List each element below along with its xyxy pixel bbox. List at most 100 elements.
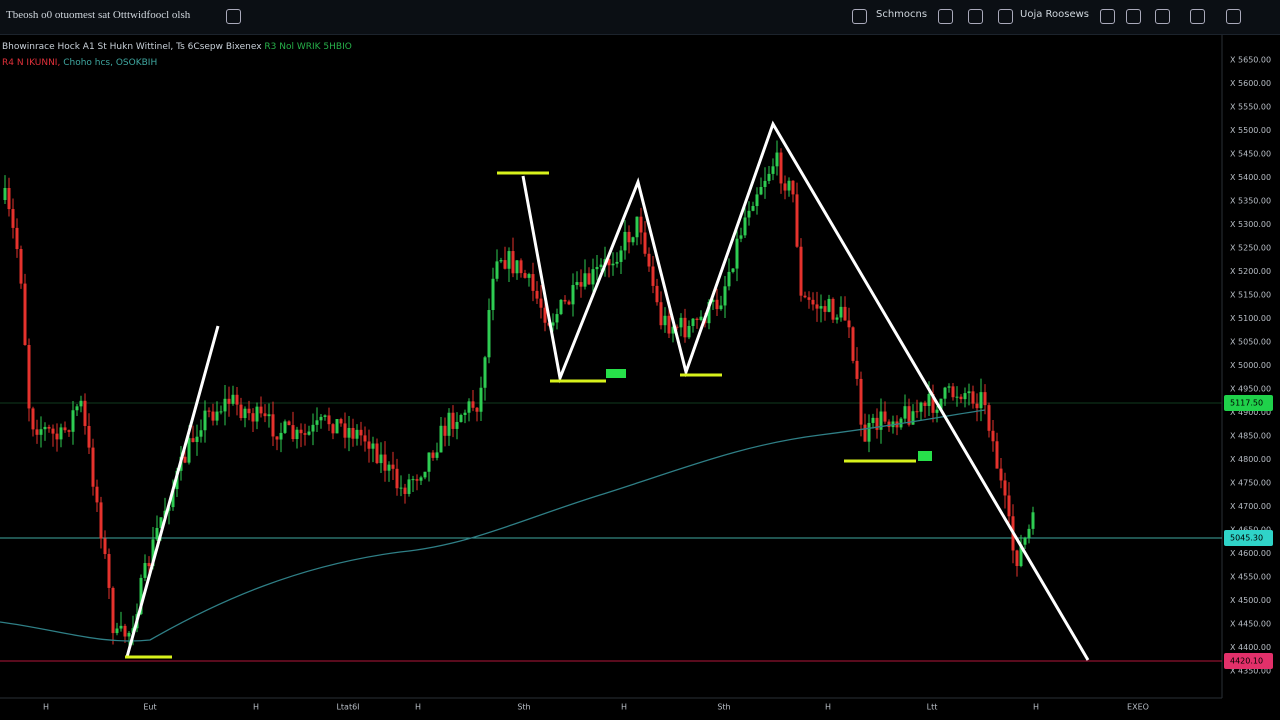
candle-body — [707, 301, 711, 324]
icon-button[interactable] — [1126, 9, 1141, 24]
candle-body — [691, 318, 695, 327]
candle-body — [279, 432, 283, 440]
candle-body — [451, 412, 455, 429]
candle-body — [299, 429, 303, 434]
candle-body — [479, 387, 483, 412]
candle-body — [19, 249, 23, 284]
price-label: X 4950.00 — [1230, 385, 1271, 394]
candle-body — [363, 435, 367, 442]
plot-area — [0, 35, 1222, 698]
icon-button[interactable] — [998, 9, 1013, 24]
candle-body — [95, 486, 99, 503]
candle-body — [87, 425, 91, 448]
candle-body — [111, 587, 115, 634]
candle-body — [27, 344, 31, 409]
candle-body — [995, 441, 999, 469]
icon-button[interactable] — [1155, 9, 1170, 24]
candle-body — [515, 260, 519, 274]
candle-body — [471, 401, 475, 408]
candle-body — [563, 299, 567, 302]
toolbar: Tbeosh o0 otuomest sat Otttwidfoocl olsh… — [0, 0, 1280, 35]
candle-body — [743, 217, 747, 236]
candle-body — [543, 307, 547, 323]
candle-body — [239, 404, 243, 419]
legend-row: Bhowinrace Hock A1 St Hukn Wittinel, Ts … — [2, 39, 352, 55]
candle-body — [807, 297, 811, 300]
candle-body — [671, 326, 675, 334]
candle-body — [823, 306, 827, 312]
candle-body — [883, 411, 887, 422]
price-label: X 4900.00 — [1230, 408, 1271, 417]
time-label: Ltat6I — [336, 703, 359, 712]
candle-body — [1007, 495, 1011, 517]
icon-button[interactable] — [968, 9, 983, 24]
candle-body — [775, 152, 779, 167]
candle-body — [651, 266, 655, 286]
candle-body — [555, 314, 559, 323]
candle-body — [783, 183, 787, 191]
candle-body — [811, 299, 815, 305]
candle-body — [1027, 528, 1031, 538]
price-label: X 5000.00 — [1230, 361, 1271, 370]
time-label: Eut — [143, 703, 156, 712]
candle-body — [443, 425, 447, 436]
candle-body — [611, 263, 615, 266]
candle-body — [91, 447, 95, 487]
candle-body — [247, 408, 251, 414]
candle-body — [867, 422, 871, 442]
candle-body — [755, 194, 759, 207]
candle-body — [835, 317, 839, 320]
candle-body — [643, 232, 647, 254]
candle-body — [7, 188, 11, 210]
candle-body — [191, 438, 195, 443]
candle-body — [679, 317, 683, 328]
candle-body — [463, 412, 467, 416]
candle-body — [795, 194, 799, 247]
candle-body — [923, 402, 927, 406]
icon-button[interactable] — [226, 9, 241, 24]
candle-body — [799, 246, 803, 296]
candle-body — [787, 180, 791, 191]
candle-body — [963, 393, 967, 400]
icon-button[interactable] — [1226, 9, 1241, 24]
candle-body — [971, 391, 975, 404]
candle-body — [31, 408, 35, 430]
candle-body — [123, 625, 127, 637]
icon-button[interactable] — [1190, 9, 1205, 24]
candle-body — [407, 479, 411, 494]
candle-body — [571, 285, 575, 305]
candle-body — [283, 421, 287, 433]
candle-body — [623, 231, 627, 251]
candle-body — [339, 419, 343, 424]
price-label: X 4400.00 — [1230, 643, 1271, 652]
price-tag-label: 5117.50 — [1230, 399, 1263, 408]
candle-body — [367, 441, 371, 449]
candle-body — [627, 231, 631, 243]
candle-body — [271, 414, 275, 437]
price-label: X 5300.00 — [1230, 220, 1271, 229]
candle-body — [859, 378, 863, 425]
candles — [3, 140, 1035, 650]
candle-body — [843, 306, 847, 321]
candle-body — [207, 410, 211, 412]
candle-body — [55, 433, 59, 440]
candle-body — [695, 318, 699, 321]
candle-body — [663, 315, 667, 326]
candle-body — [275, 436, 279, 440]
toolbar-button[interactable]: Uoja Roosews — [1020, 9, 1090, 20]
price-label: X 4450.00 — [1230, 620, 1271, 629]
candle-body — [391, 464, 395, 469]
drawing-lines — [125, 120, 1090, 661]
candle-body — [863, 424, 867, 442]
candle-body — [523, 273, 527, 278]
toolbar-button[interactable]: Schmocns — [876, 9, 928, 20]
candle-body — [635, 216, 639, 238]
candle-body — [535, 290, 539, 299]
icon-button[interactable] — [938, 9, 953, 24]
icon-button[interactable] — [852, 9, 867, 24]
candle-body — [371, 443, 375, 449]
candle-body — [219, 411, 223, 413]
candle-body — [675, 326, 679, 328]
candle-body — [771, 166, 775, 174]
icon-button[interactable] — [1100, 9, 1115, 24]
